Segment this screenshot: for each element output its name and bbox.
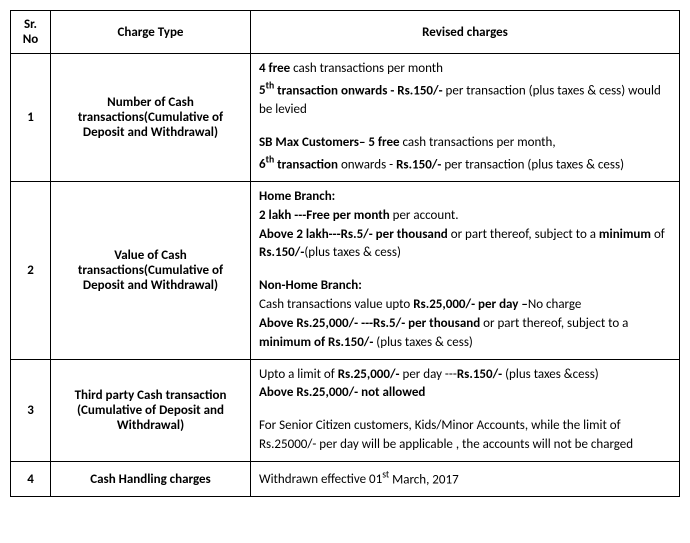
text-part: Withdrawn effective 01st bbox=[259, 472, 389, 487]
cell-srno: 4 bbox=[11, 462, 51, 497]
table-row: 2Value of Cash transactions(Cumulative o… bbox=[11, 181, 680, 359]
text-part: March, 2017 bbox=[389, 472, 459, 487]
charges-line: 5th transaction onwards - Rs.150/- per t… bbox=[259, 79, 671, 120]
charges-line: Non-Home Branch: bbox=[259, 277, 671, 296]
text-part: (plus taxes &cess) bbox=[505, 367, 599, 382]
text-part: 2 lakh ---Free per month bbox=[259, 208, 393, 223]
text-part: Above Rs.25,000/- ---Rs.5/- per thousand bbox=[259, 316, 483, 331]
cell-charges: Withdrawn effective 01st March, 2017 bbox=[251, 462, 680, 497]
cell-chargetype: Number of Cash transactions(Cumulative o… bbox=[51, 54, 251, 182]
charges-line: Upto a limit of Rs.25,000/- per day ---R… bbox=[259, 366, 671, 385]
text-part: onwards - bbox=[341, 157, 396, 172]
text-part: 5th bbox=[259, 83, 274, 98]
text-part: For Senior Citizen customers, Kids/Minor… bbox=[259, 418, 633, 452]
text-part: Rs.25,000/- per day – bbox=[413, 297, 528, 312]
text-part: cash transactions per month, bbox=[403, 135, 556, 150]
charges-line: Cash transactions value upto Rs.25,000/-… bbox=[259, 296, 671, 315]
charges-line: Above 2 lakh---Rs.5/- per thousand or pa… bbox=[259, 226, 671, 264]
text-part: Rs.150/- bbox=[457, 367, 505, 382]
text-part: minimum bbox=[599, 227, 654, 242]
charges-section: For Senior Citizen customers, Kids/Minor… bbox=[259, 417, 671, 455]
text-part: cash transactions per month bbox=[293, 61, 443, 76]
text-part: of bbox=[654, 227, 665, 242]
charges-section: Non-Home Branch: Cash transactions value … bbox=[259, 277, 671, 352]
text-part: SB Max Customers– 5 free bbox=[259, 135, 403, 150]
header-srno: Sr. No bbox=[11, 11, 51, 54]
text-part: per day --- bbox=[402, 367, 456, 382]
charges-section: 4 free cash transactions per month5th tr… bbox=[259, 60, 671, 120]
text-part: minimum of Rs.150/- bbox=[259, 335, 376, 350]
text-part: 6th bbox=[259, 157, 274, 172]
charges-line: Home Branch: bbox=[259, 188, 671, 207]
charges-table: Sr. No Charge Type Revised charges 1Numb… bbox=[10, 10, 680, 497]
table-row: 4Cash Handling charges Withdrawn effectiv… bbox=[11, 462, 680, 497]
text-part: or part thereof, subject to a bbox=[451, 227, 599, 242]
charges-line: Withdrawn effective 01st March, 2017 bbox=[259, 468, 671, 490]
charges-section: SB Max Customers– 5 free cash transactio… bbox=[259, 134, 671, 175]
text-part: Cash transactions value upto bbox=[259, 297, 413, 312]
cell-srno: 1 bbox=[11, 54, 51, 182]
cell-charges: Upto a limit of Rs.25,000/- per day ---R… bbox=[251, 359, 680, 461]
text-part: Rs.150/- bbox=[396, 157, 444, 172]
text-part: Above Rs.25,000/- not allowed bbox=[259, 385, 425, 400]
charges-line: For Senior Citizen customers, Kids/Minor… bbox=[259, 417, 671, 455]
charges-line: SB Max Customers– 5 free cash transactio… bbox=[259, 134, 671, 153]
charges-section: Withdrawn effective 01st March, 2017 bbox=[259, 468, 671, 490]
text-part: transaction onwards - Rs.150/- bbox=[274, 83, 445, 98]
text-part: transaction bbox=[274, 157, 341, 172]
cell-chargetype: Value of Cash transactions(Cumulative of… bbox=[51, 181, 251, 359]
charges-line: 4 free cash transactions per month bbox=[259, 60, 671, 79]
cell-chargetype: Third party Cash transaction (Cumulative… bbox=[51, 359, 251, 461]
charges-line: 2 lakh ---Free per month per account. bbox=[259, 207, 671, 226]
charges-line: 6th transaction onwards - Rs.150/- per t… bbox=[259, 153, 671, 175]
text-part: per account. bbox=[393, 208, 459, 223]
text-part: (plus taxes & cess) bbox=[376, 335, 473, 350]
text-part: Home Branch: bbox=[259, 189, 335, 204]
cell-charges: 4 free cash transactions per month5th tr… bbox=[251, 54, 680, 182]
text-part: Above 2 lakh---Rs.5/- per thousand bbox=[259, 227, 451, 242]
table-row: 3Third party Cash transaction (Cumulativ… bbox=[11, 359, 680, 461]
charges-line: Above Rs.25,000/- ---Rs.5/- per thousand… bbox=[259, 315, 671, 353]
text-part: (plus taxes & cess) bbox=[304, 245, 401, 260]
text-part: No charge bbox=[528, 297, 582, 312]
cell-srno: 3 bbox=[11, 359, 51, 461]
charges-section: Upto a limit of Rs.25,000/- per day ---R… bbox=[259, 366, 671, 404]
text-part: 4 free bbox=[259, 61, 293, 76]
table-header-row: Sr. No Charge Type Revised charges bbox=[11, 11, 680, 54]
charges-section: Home Branch: 2 lakh ---Free per month per… bbox=[259, 188, 671, 263]
charges-line: Above Rs.25,000/- not allowed bbox=[259, 384, 671, 403]
text-part: per transaction (plus taxes & cess) bbox=[444, 157, 624, 172]
header-chargetype: Charge Type bbox=[51, 11, 251, 54]
text-part: Rs.150/- bbox=[259, 245, 304, 260]
text-part: or part thereof, subject to a bbox=[483, 316, 628, 331]
cell-chargetype: Cash Handling charges bbox=[51, 462, 251, 497]
cell-charges: Home Branch: 2 lakh ---Free per month per… bbox=[251, 181, 680, 359]
table-row: 1Number of Cash transactions(Cumulative … bbox=[11, 54, 680, 182]
text-part: Upto a limit of bbox=[259, 367, 338, 382]
text-part: Non-Home Branch: bbox=[259, 278, 362, 293]
text-part: Rs.25,000/- bbox=[338, 367, 403, 382]
cell-srno: 2 bbox=[11, 181, 51, 359]
header-revisedcharges: Revised charges bbox=[251, 11, 680, 54]
